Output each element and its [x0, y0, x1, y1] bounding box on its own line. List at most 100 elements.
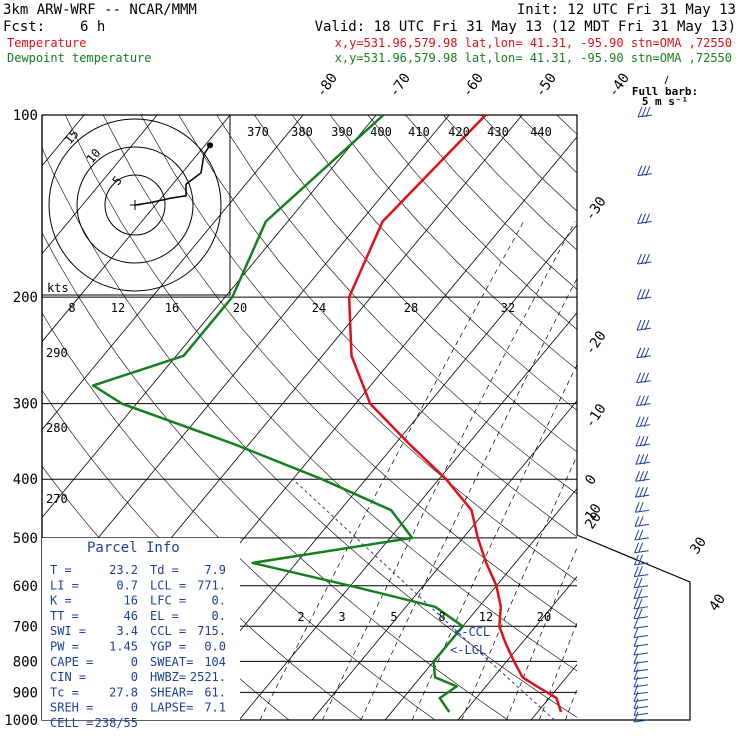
wind-barb-850: [633, 669, 649, 680]
dry-adiabat-350: [216, 115, 577, 495]
isotherm--80: [42, 115, 304, 431]
wind-barb-flag: [645, 213, 651, 224]
barb-legend-icon: [664, 75, 669, 85]
mixing-ratio-line-12: [506, 547, 577, 720]
theta-label-390: 390: [331, 125, 353, 139]
dry-adiabat-370: [291, 115, 577, 411]
wind-barb-flag: [639, 471, 645, 482]
wind-barb-450: [634, 502, 650, 513]
wind-barb-shaft: [633, 699, 649, 703]
isotherm-label-30: 30: [687, 534, 710, 557]
parcel-field-label: Td =: [150, 563, 179, 577]
hodograph-ring-2: [76, 146, 194, 264]
parcel-field-value: 23.2: [109, 563, 138, 577]
wind-barb-725: [633, 627, 649, 638]
wind-barb-shaft: [634, 523, 650, 527]
wind-barb-325: [635, 416, 651, 428]
wind-barb-flag: [637, 106, 643, 118]
wind-barb-400: [635, 471, 650, 482]
parcel-field-value: 7.9: [204, 563, 226, 577]
wind-barb-775: [633, 644, 649, 656]
isotherm-label--40: -40: [605, 70, 633, 100]
ccl-label: <-CCL: [454, 625, 490, 639]
wind-barb-500: [634, 529, 649, 541]
dry-adiabat-460: [633, 115, 740, 733]
wind-barb-flag: [643, 435, 649, 447]
wind-barb-900: [633, 684, 649, 695]
pressure-label-500: 500: [13, 531, 38, 547]
parcel-field-label: CELL =: [50, 716, 93, 730]
isotherm-30: [593, 87, 740, 733]
pressure-label-100: 100: [13, 108, 38, 124]
parcel-field-label: SWEAT=: [150, 655, 193, 669]
parcel-path: [292, 478, 555, 720]
wind-barb-flag: [637, 213, 643, 224]
wind-barb-flag: [644, 253, 650, 265]
isotherm-0: [384, 488, 577, 720]
wind-barb-flag: [634, 542, 640, 553]
wind-barb-flag: [636, 253, 642, 265]
mixing-ratio-low-label-12: 12: [479, 610, 493, 624]
isotherm-label--70: -70: [386, 70, 414, 100]
isotherm--70: [42, 115, 377, 519]
mixing-ratio-line-24: [587, 222, 740, 721]
parcel-field-label: HWBZ=: [150, 670, 186, 684]
parcel-field-label: YGP =: [150, 640, 186, 654]
wind-barb-flag: [633, 669, 639, 680]
hodograph-ring-label-15: 15: [62, 127, 82, 147]
parcel-field-value: 0.7: [116, 578, 138, 592]
wind-barb-300: [635, 395, 651, 407]
wind-barb-shaft: [633, 712, 649, 716]
isotherm-label--50: -50: [532, 70, 560, 100]
parcel-field-label: Tc =: [50, 685, 79, 699]
wind-barb-550: [633, 554, 649, 566]
wind-barb-flag: [643, 416, 649, 427]
mixing-ratio-low-label-20: 20: [537, 610, 551, 624]
wind-barb-800: [633, 653, 649, 664]
mixing-ratio-line-8: [461, 455, 577, 720]
wind-barb-flag: [635, 435, 641, 447]
parcel-field-value: 0: [131, 670, 138, 684]
wind-barb-shaft: [636, 355, 651, 359]
wind-barb-750: [633, 636, 649, 647]
wind-barb-shaft: [637, 296, 652, 300]
parcel-field-value: 771.: [197, 578, 226, 592]
wind-barb-flag: [635, 471, 641, 482]
wind-barb-flag: [640, 347, 646, 358]
wind-barb-475: [634, 516, 650, 527]
dewpoint-legend: Dewpoint temperature: [7, 51, 152, 65]
dry-adiabat-300: [42, 146, 577, 718]
wind-barb-shaft: [634, 550, 649, 554]
dry-adiabat-380: [329, 115, 577, 370]
mixing-ratio-label-28: 28: [404, 301, 418, 315]
parcel-field-value: 46: [124, 609, 138, 623]
temperature-profile: [347, 115, 563, 713]
wind-barb-625: [633, 588, 649, 600]
theta-label-440: 440: [530, 125, 552, 139]
wind-barb-flag: [644, 347, 650, 358]
parcel-field-value: 61.: [204, 685, 226, 699]
mixing-ratio-low-label-2: 2: [297, 610, 304, 624]
mixing-ratio-line-1: [259, 221, 525, 720]
wind-barb-flag: [633, 566, 639, 577]
wind-barb-flag: [637, 577, 643, 588]
barb-legend-title: Full barb:: [632, 85, 698, 98]
wind-barb-225: [636, 319, 652, 331]
wind-barb-shaft: [633, 596, 649, 600]
wind-barb-shaft: [637, 114, 653, 118]
wind-barb-575: [633, 566, 649, 578]
hodograph-units: kts: [47, 281, 69, 295]
theta-label-420: 420: [448, 125, 470, 139]
parcel-field-label: K =: [50, 594, 72, 608]
wind-barb-flag: [634, 529, 640, 541]
parcel-field-label: LI =: [50, 578, 79, 592]
pressure-label-1000: 1000: [4, 713, 38, 729]
wind-barb-shaft: [633, 585, 649, 589]
wind-barb-shaft: [633, 652, 649, 656]
parcel-field-value: 715.: [197, 624, 226, 638]
dry-adiabat-390: [367, 115, 577, 330]
parcel-field-value: 104: [204, 655, 226, 669]
wind-barb-flag: [636, 288, 642, 300]
wind-barb-flag: [633, 698, 639, 709]
wind-barb-flag: [645, 165, 651, 176]
